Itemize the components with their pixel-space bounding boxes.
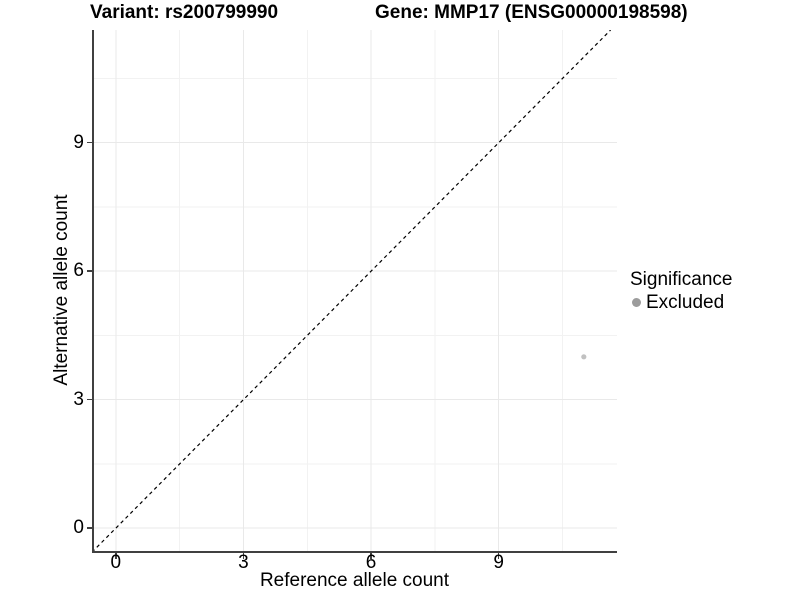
y-axis-label: Alternative allele count	[51, 194, 72, 386]
variant-title: Variant: rs200799990	[90, 2, 279, 23]
y-tick-label: 9	[73, 131, 84, 153]
legend-title: Significance	[630, 269, 733, 290]
x-tick-mark	[115, 553, 117, 559]
y-tick-label: 6	[73, 260, 84, 282]
x-tick-label: 9	[493, 552, 504, 573]
y-tick-label: 3	[73, 388, 84, 410]
x-tick-mark	[497, 553, 500, 559]
y-tick-label: 0	[73, 517, 84, 539]
identity-dashed-line	[92, 30, 612, 553]
legend-point-icon	[632, 298, 641, 307]
x-tick-label: 6	[365, 552, 377, 573]
y-tick-mark	[86, 270, 92, 272]
gene-title: Gene: MMP17 (ENSG00000198598)	[375, 2, 688, 23]
plot-canvas	[92, 30, 617, 553]
y-tick-mark	[86, 527, 92, 529]
x-tick-label: 3	[238, 552, 249, 573]
x-tick-label: 0	[110, 552, 122, 573]
data-point-excluded	[581, 354, 587, 360]
y-tick-mark	[86, 398, 92, 401]
plot-panel	[92, 30, 617, 553]
y-tick-mark	[86, 141, 92, 144]
legend-item-excluded: Excluded	[629, 292, 732, 313]
legend-item-label: Excluded	[646, 292, 725, 313]
legend: Significance Excluded	[629, 269, 732, 313]
x-axis-label: Reference allele count	[259, 570, 450, 591]
x-tick-mark	[242, 553, 245, 559]
legend-items: Excluded	[629, 292, 732, 313]
x-tick-mark	[370, 553, 372, 559]
